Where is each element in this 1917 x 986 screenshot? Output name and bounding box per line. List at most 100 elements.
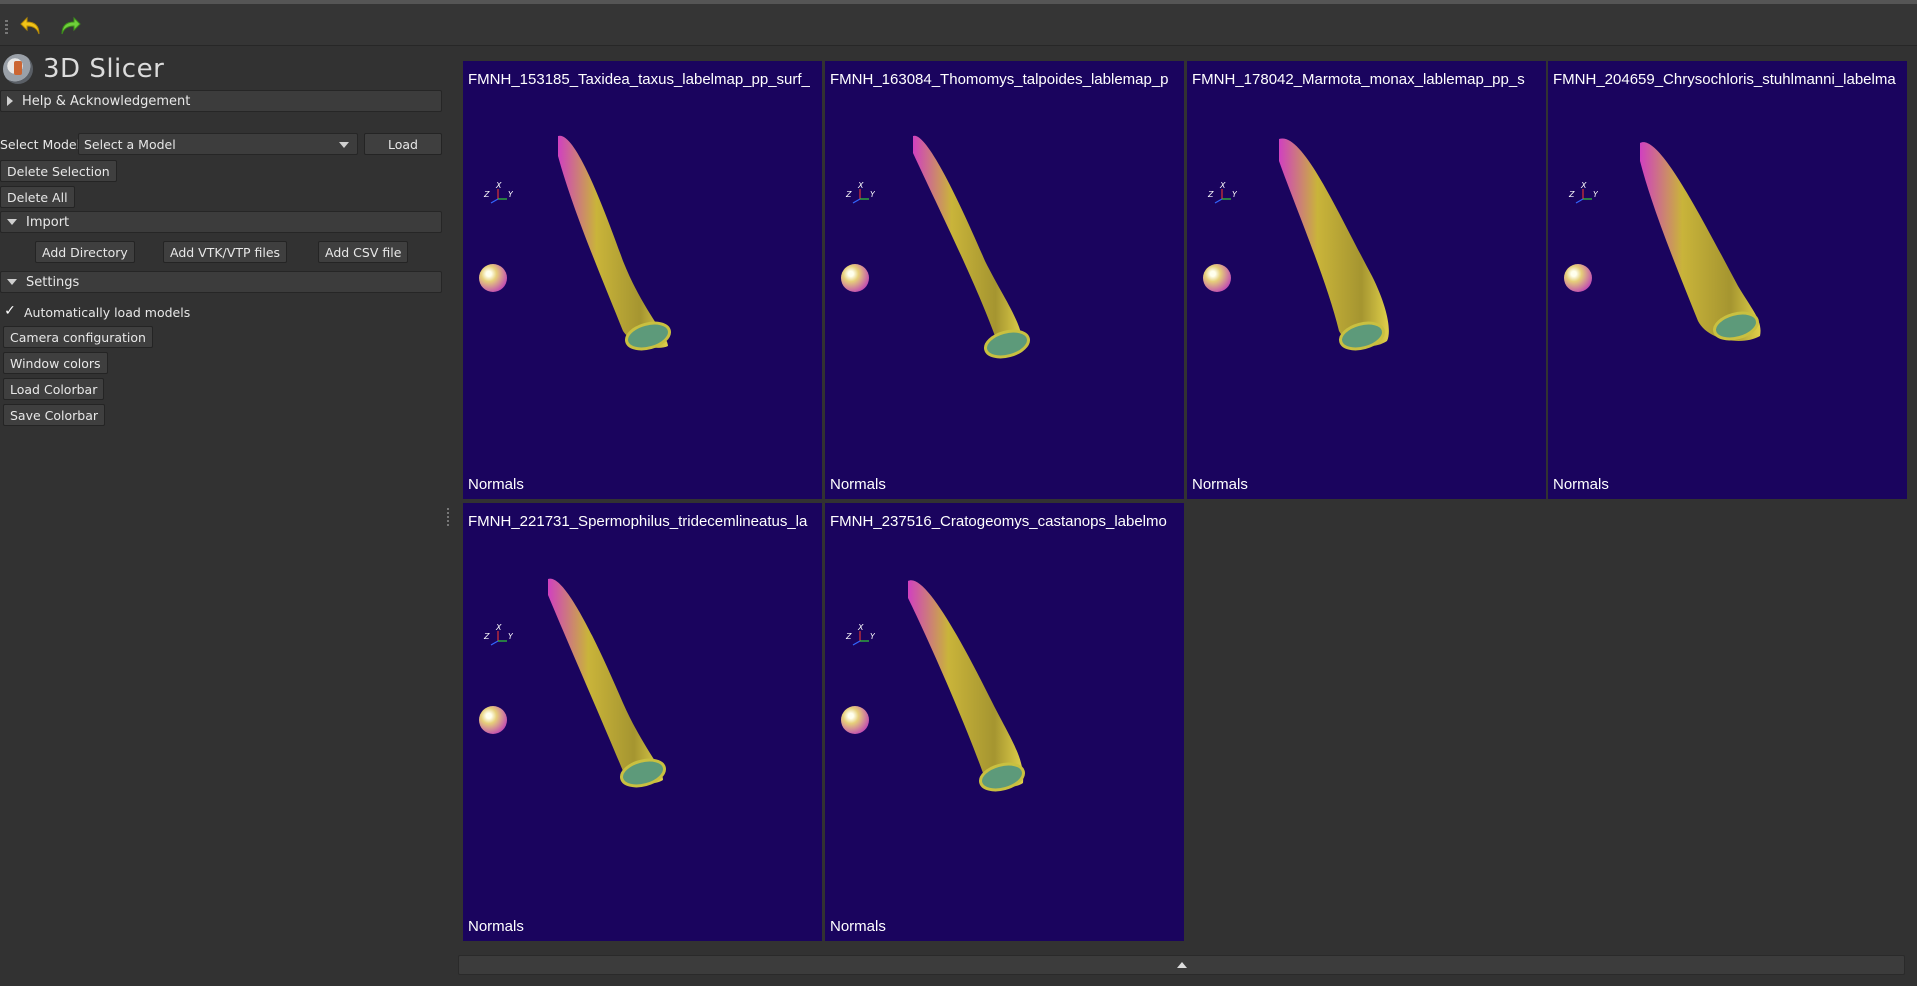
collapsed-arrow-icon xyxy=(7,96,13,106)
tooth-model xyxy=(908,580,1025,792)
view-footer: Normals xyxy=(468,918,524,935)
view-footer: Normals xyxy=(1192,476,1248,493)
axis-label-z: Z xyxy=(483,632,490,641)
axis-label-z: Z xyxy=(845,632,852,641)
slicer-logo-icon xyxy=(3,54,33,84)
tooth-base xyxy=(1339,321,1385,351)
tooth-surface xyxy=(558,135,668,348)
select-model-label: Select Model: xyxy=(0,137,85,152)
axis-label-x: X xyxy=(1219,181,1226,190)
auto-load-checkbox[interactable]: ✓ xyxy=(4,303,16,319)
add-directory-button[interactable]: Add Directory xyxy=(35,241,135,263)
view-footer: Normals xyxy=(830,476,886,493)
view-footer: Normals xyxy=(830,918,886,935)
axis-label-z: Z xyxy=(483,190,490,199)
3d-view[interactable]: FMNH_163084_Thomomys_talpoides_lablemap_… xyxy=(825,61,1184,499)
view-title: FMNH_153185_Taxidea_taxus_labelmap_pp_su… xyxy=(468,71,810,88)
tooth-base xyxy=(984,329,1030,359)
add-csv-file-button[interactable]: Add CSV file xyxy=(318,241,409,263)
axis-label-x: X xyxy=(857,623,864,632)
axis-label-z: Z xyxy=(1207,190,1214,199)
model-select-dropdown[interactable]: Select a Model xyxy=(78,133,358,155)
view-title: FMNH_178042_Marmota_monax_lablemap_pp_s xyxy=(1192,71,1525,88)
load-colorbar-button[interactable]: Load Colorbar xyxy=(3,378,105,400)
lighting-sphere-icon xyxy=(1564,264,1592,292)
panel-splitter-handle[interactable] xyxy=(447,508,449,526)
tooth-surface xyxy=(548,578,663,784)
lighting-sphere-icon xyxy=(1203,264,1231,292)
view-footer: Normals xyxy=(468,476,524,493)
axis-label-y: Y xyxy=(870,632,875,641)
help-section-header[interactable]: Help & Acknowledgement xyxy=(0,90,442,112)
tooth-surface xyxy=(1279,138,1389,347)
axis-label-z: Z xyxy=(845,190,852,199)
axis-label-x: X xyxy=(857,181,864,190)
lighting-sphere-icon xyxy=(841,706,869,734)
3d-view[interactable]: FMNH_204659_Chrysochloris_stuhlmanni_lab… xyxy=(1548,61,1907,499)
expanded-arrow-icon xyxy=(7,279,17,285)
tooth-base xyxy=(620,758,666,788)
lighting-sphere-icon xyxy=(841,264,869,292)
tooth-surface xyxy=(913,135,1024,355)
orientation-axes-icon: XY Z xyxy=(483,181,513,204)
view-title: FMNH_237516_Cratogeomys_castanops_labelm… xyxy=(830,513,1167,530)
main-toolbar xyxy=(0,0,1917,46)
axis-label-y: Y xyxy=(870,190,875,199)
redo-button[interactable] xyxy=(55,12,85,40)
orientation-axes-icon: XY Z xyxy=(845,623,875,646)
lighting-sphere-icon xyxy=(479,706,507,734)
3d-view[interactable]: FMNH_153185_Taxidea_taxus_labelmap_pp_su… xyxy=(463,61,822,499)
view-title: FMNH_163084_Thomomys_talpoides_lablemap_… xyxy=(830,71,1169,88)
tooth-surface xyxy=(908,580,1024,787)
import-section-label: Import xyxy=(26,214,70,230)
undo-icon xyxy=(20,16,40,35)
view-footer: Normals xyxy=(1553,476,1609,493)
3d-view[interactable]: FMNH_237516_Cratogeomys_castanops_labelm… xyxy=(825,503,1184,941)
tooth-model xyxy=(558,135,671,351)
orientation-axes-icon: XY Z xyxy=(1568,181,1598,204)
tooth-base xyxy=(625,321,671,351)
camera-configuration-button[interactable]: Camera configuration xyxy=(3,326,153,348)
help-section-label: Help & Acknowledgement xyxy=(22,93,191,109)
toolbar-grip[interactable] xyxy=(5,20,8,36)
tooth-base xyxy=(979,762,1025,792)
auto-load-label: Automatically load models xyxy=(24,305,191,320)
expanded-arrow-icon xyxy=(7,219,17,225)
chevron-down-icon xyxy=(339,142,349,148)
axis-label-y: Y xyxy=(1232,190,1237,199)
delete-selection-button[interactable]: Delete Selection xyxy=(0,160,117,182)
chevron-up-icon xyxy=(1176,962,1187,968)
load-button[interactable]: Load xyxy=(364,133,442,155)
window-colors-button[interactable]: Window colors xyxy=(3,352,108,374)
module-panel: 3D Slicer Help & Acknowledgement Select … xyxy=(0,50,446,986)
view-controls-expand-bar[interactable] xyxy=(458,955,1905,975)
axis-label-y: Y xyxy=(508,190,513,199)
3d-view[interactable]: FMNH_178042_Marmota_monax_lablemap_pp_s … xyxy=(1187,61,1546,499)
tooth-model xyxy=(1640,142,1761,341)
add-vtk-files-button[interactable]: Add VTK/VTP files xyxy=(163,241,288,263)
view-title: FMNH_204659_Chrysochloris_stuhlmanni_lab… xyxy=(1553,71,1896,88)
axis-label-y: Y xyxy=(1593,190,1598,199)
3d-view[interactable]: FMNH_221731_Spermophilus_tridecemlineatu… xyxy=(463,503,822,941)
import-section-header[interactable]: Import xyxy=(0,211,442,233)
tooth-model xyxy=(548,578,666,788)
tooth-base xyxy=(1713,311,1759,341)
save-colorbar-button[interactable]: Save Colorbar xyxy=(3,404,106,426)
axis-label-x: X xyxy=(495,181,502,190)
tooth-model xyxy=(1279,138,1389,351)
lighting-sphere-icon xyxy=(479,264,507,292)
axis-label-x: X xyxy=(1580,181,1587,190)
undo-button[interactable] xyxy=(16,12,46,40)
delete-all-button[interactable]: Delete All xyxy=(0,186,75,208)
settings-section-header[interactable]: Settings xyxy=(0,271,442,293)
axis-label-z: Z xyxy=(1568,190,1575,199)
axis-label-x: X xyxy=(495,623,502,632)
orientation-axes-icon: XY Z xyxy=(1207,181,1237,204)
model-select-value: Select a Model xyxy=(84,136,176,152)
orientation-axes-icon: XY Z xyxy=(845,181,875,204)
app-header: 3D Slicer xyxy=(0,52,164,86)
tooth-surface xyxy=(1640,142,1761,341)
view-title: FMNH_221731_Spermophilus_tridecemlineatu… xyxy=(468,513,808,530)
app-title: 3D Slicer xyxy=(43,54,165,84)
tooth-model xyxy=(913,135,1030,359)
